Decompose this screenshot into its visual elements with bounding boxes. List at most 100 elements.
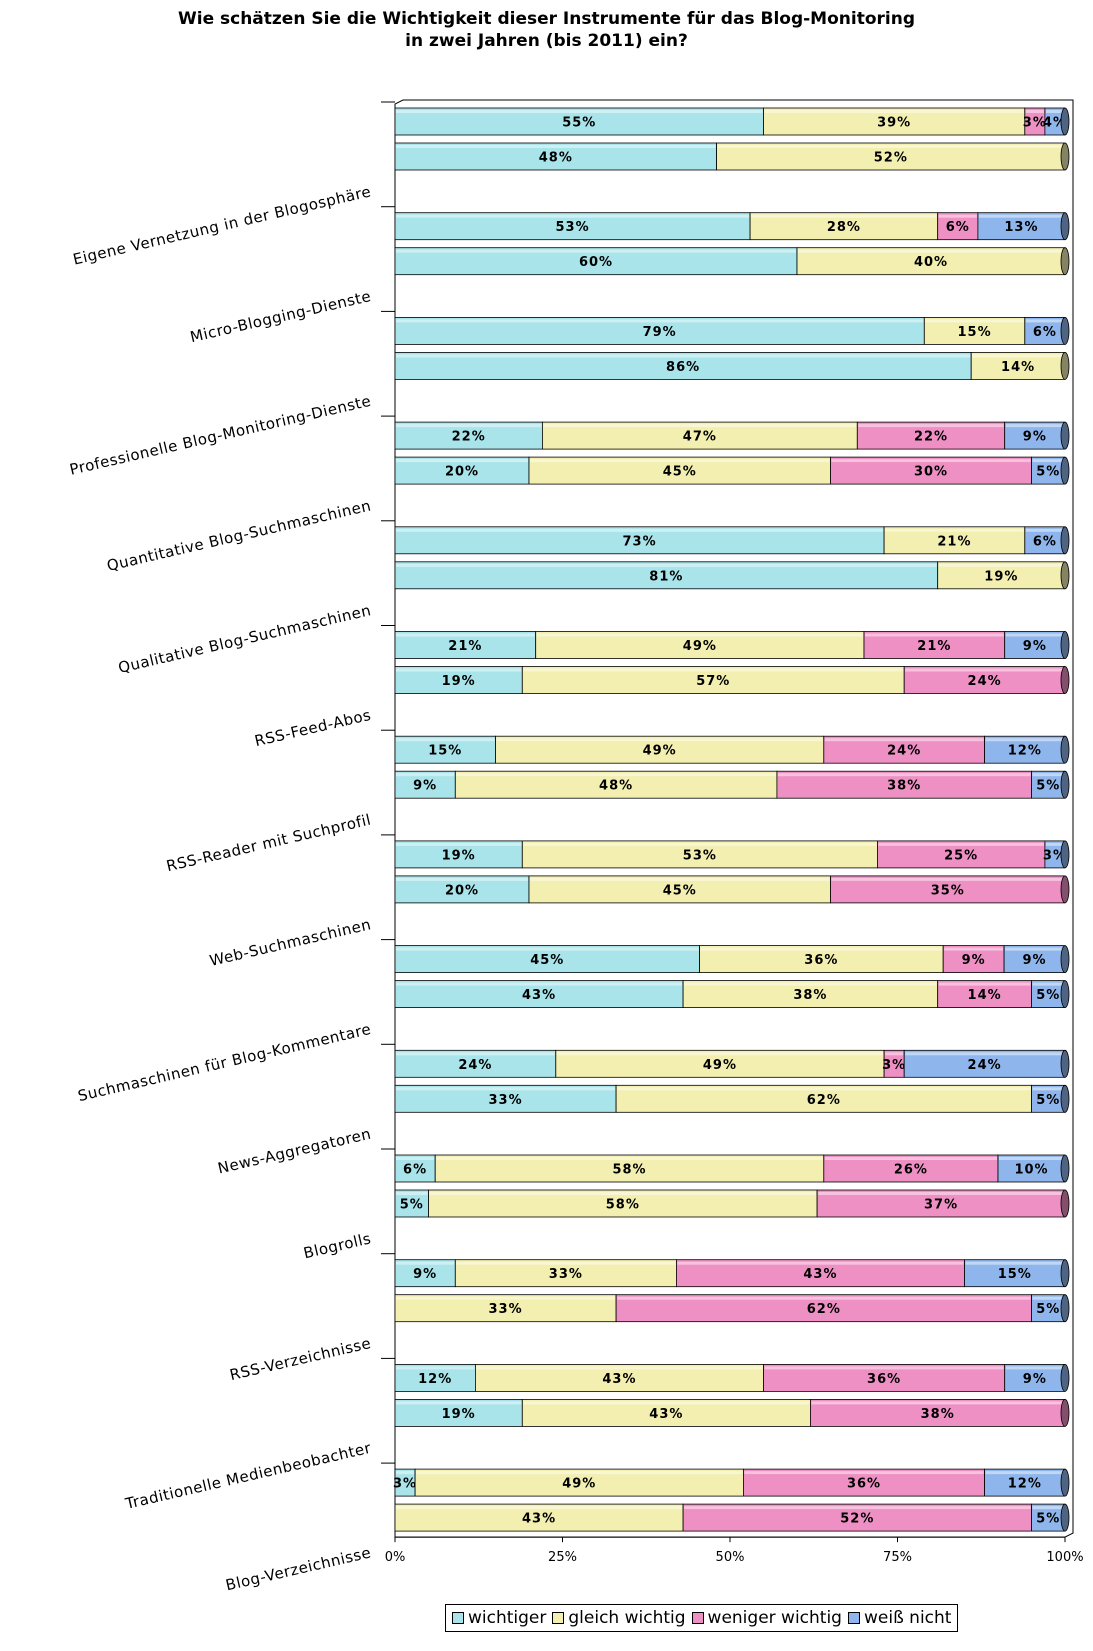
bar-value-label: 43% bbox=[522, 1512, 556, 1527]
bar-segment-highlight bbox=[556, 1052, 884, 1056]
bar-end-cap bbox=[1060, 107, 1070, 136]
bar-segment-highlight bbox=[396, 145, 716, 148]
bar-segment-highlight bbox=[831, 877, 1064, 881]
bar-value-label: 5% bbox=[400, 1198, 424, 1213]
bar-segment-highlight bbox=[972, 354, 1064, 358]
bar-value-label: 15% bbox=[957, 325, 991, 340]
bar-segment bbox=[830, 875, 1066, 904]
bar-end-cap bbox=[1060, 351, 1070, 380]
bar-segment-highlight bbox=[965, 1261, 1064, 1265]
bar-segment bbox=[394, 770, 456, 799]
bar-end-cap bbox=[1060, 1049, 1070, 1078]
bar-segment bbox=[1004, 1364, 1066, 1392]
bar-value-label: 15% bbox=[998, 1267, 1032, 1282]
bar-segment-highlight bbox=[777, 773, 1031, 777]
bar-value-label: 5% bbox=[1036, 1093, 1060, 1108]
bar-value-label: 15% bbox=[428, 744, 462, 759]
bar-segment bbox=[984, 1468, 1066, 1497]
bar-segment bbox=[528, 456, 831, 485]
bar-segment-highlight bbox=[396, 1506, 683, 1510]
bar-end-cap bbox=[1060, 875, 1070, 904]
bar-segment-highlight bbox=[396, 982, 683, 986]
bar-row: 9% 33% 43% 15% bbox=[394, 1259, 1070, 1288]
bar-segment-highlight bbox=[396, 110, 763, 113]
bar-value-label: 48% bbox=[539, 151, 573, 166]
bar-value-label: 3% bbox=[1023, 116, 1047, 131]
bar-value-label: 43% bbox=[602, 1372, 636, 1387]
bar-segment-highlight bbox=[764, 1366, 1004, 1370]
bar-value-label: 20% bbox=[445, 465, 479, 480]
bar-segment-highlight bbox=[476, 1366, 763, 1370]
bar-segment-highlight bbox=[543, 424, 857, 428]
bar-segment bbox=[528, 875, 831, 904]
bar-segment-highlight bbox=[536, 633, 863, 637]
bar-segment bbox=[699, 945, 944, 973]
bar-segment-highlight bbox=[396, 1087, 616, 1091]
bar-row: 60% 40% bbox=[394, 247, 1070, 276]
bar-value-label: 13% bbox=[1004, 220, 1038, 235]
bar-value-label: 43% bbox=[803, 1267, 837, 1282]
bar-segment bbox=[555, 1049, 885, 1078]
bar-segment-highlight bbox=[396, 319, 924, 323]
bar-segment-highlight bbox=[456, 1261, 676, 1265]
x-tick-label: 25% bbox=[548, 1550, 577, 1565]
bar-end-cap bbox=[1060, 770, 1070, 799]
bar-segment-highlight bbox=[396, 459, 528, 463]
bar-segment bbox=[394, 840, 523, 869]
bar-value-label: 49% bbox=[703, 1058, 737, 1073]
bar-segment bbox=[521, 666, 905, 694]
bar-end-cap bbox=[1060, 421, 1070, 450]
legend-item: gleich wichtig bbox=[552, 1608, 686, 1628]
legend-swatch bbox=[691, 1612, 704, 1624]
bar-value-label: 19% bbox=[442, 674, 476, 689]
bar-row: 81% 19% bbox=[394, 561, 1070, 590]
bar-segment-highlight bbox=[751, 214, 937, 218]
bar-segment-highlight bbox=[416, 1471, 743, 1475]
bar-row: 6% 58% 26% 10% bbox=[394, 1154, 1070, 1183]
bar-end-cap bbox=[1060, 456, 1070, 485]
bar-segment bbox=[682, 980, 939, 1008]
bar-segment-highlight bbox=[396, 947, 699, 951]
chart-title-line-2: in zwei Jahren (bis 2011) ein? bbox=[405, 31, 688, 51]
bar-segment-highlight bbox=[1032, 773, 1064, 777]
bar-segment-highlight bbox=[925, 319, 1024, 323]
bar-segment bbox=[997, 1154, 1066, 1183]
bar-row: 53% 28% 6% 13% bbox=[394, 212, 1070, 241]
bar-segment bbox=[1004, 421, 1066, 450]
bar-value-label: 6% bbox=[1033, 325, 1057, 340]
bar-value-label: 45% bbox=[663, 465, 697, 480]
bar-end-cap bbox=[1060, 526, 1070, 555]
bar-value-label: 33% bbox=[488, 1302, 522, 1317]
bar-value-label: 12% bbox=[1008, 744, 1042, 759]
bar-end-cap bbox=[1060, 735, 1070, 764]
bar-segment-highlight bbox=[905, 1052, 1064, 1056]
bar-segment-highlight bbox=[1045, 842, 1064, 846]
bar-value-label: 62% bbox=[807, 1302, 841, 1317]
bar-segment bbox=[394, 1049, 557, 1078]
bar-value-label: 14% bbox=[1001, 360, 1035, 375]
bar-row: 19% 43% 38% bbox=[394, 1399, 1070, 1427]
bar-segment-highlight bbox=[1005, 1366, 1064, 1370]
bar-value-label: 5% bbox=[1036, 465, 1060, 480]
x-tick-label: 50% bbox=[716, 1550, 745, 1565]
bar-end-cap bbox=[1060, 1399, 1070, 1427]
category-label: Suchmaschinen für Blog-Kommentare bbox=[76, 1020, 373, 1105]
bar-segment-highlight bbox=[798, 249, 1064, 253]
bar-value-label: 14% bbox=[968, 988, 1002, 1003]
bar-segment-highlight bbox=[523, 668, 904, 672]
bar-value-label: 40% bbox=[914, 255, 948, 270]
bar-segment-highlight bbox=[811, 1401, 1064, 1405]
legend-swatch bbox=[847, 1612, 860, 1624]
bar-value-label: 9% bbox=[413, 1267, 437, 1282]
bar-value-label: 38% bbox=[921, 1407, 955, 1422]
bar-segment bbox=[796, 247, 1066, 276]
category-label: Quantitative Blog-Suchmaschinen bbox=[105, 496, 373, 574]
bar-segment bbox=[810, 1399, 1066, 1427]
bar-value-label: 49% bbox=[562, 1477, 596, 1492]
bar-end-cap bbox=[1060, 945, 1070, 973]
bar-segment-highlight bbox=[396, 1192, 428, 1195]
bar-segment-highlight bbox=[396, 1157, 435, 1160]
category-labels: Eigene Vernetzung in der Blogosphäre Micr… bbox=[68, 182, 373, 1594]
bar-row: 12% 43% 36% 9% bbox=[394, 1364, 1070, 1392]
bar-segment bbox=[394, 561, 939, 590]
